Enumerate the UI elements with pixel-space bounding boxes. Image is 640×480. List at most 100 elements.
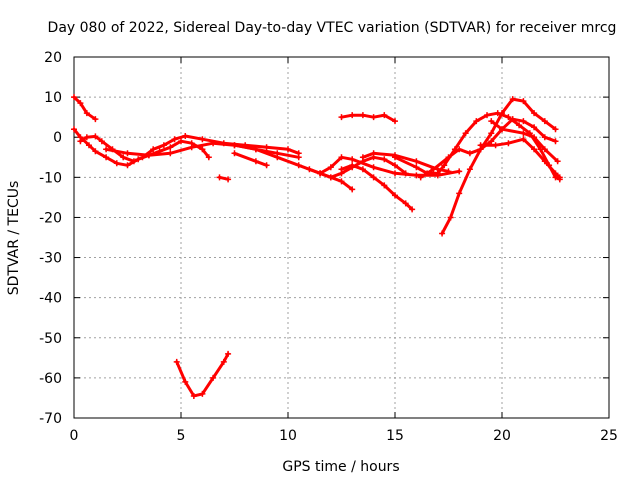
- data-point-marker: [103, 154, 110, 161]
- data-point-marker: [531, 124, 538, 131]
- data-point-marker: [150, 146, 157, 153]
- data-point-marker: [83, 134, 90, 141]
- data-point-marker: [381, 182, 388, 189]
- data-point-marker: [199, 390, 206, 397]
- data-point-marker: [413, 172, 420, 179]
- x-tick-label: 0: [70, 428, 79, 444]
- data-point-marker: [263, 162, 270, 169]
- data-point-marker: [473, 118, 480, 125]
- data-point-marker: [488, 138, 495, 145]
- data-point-marker: [531, 110, 538, 117]
- data-point-marker: [484, 112, 491, 119]
- grid-lines: [74, 57, 609, 418]
- chart-title: Day 080 of 2022, Sidereal Day-to-day VTE…: [48, 20, 617, 36]
- data-point-marker: [381, 156, 388, 163]
- data-point-marker: [205, 154, 212, 161]
- data-point-marker: [145, 152, 152, 159]
- x-tick-label: 15: [386, 428, 404, 444]
- x-tick-label: 10: [279, 428, 297, 444]
- data-point-marker: [520, 98, 527, 105]
- data-point-marker: [516, 122, 523, 129]
- data-point-marker: [466, 166, 473, 173]
- data-point-marker: [552, 138, 559, 145]
- data-point-marker: [505, 140, 512, 147]
- data-point-marker: [124, 162, 131, 169]
- data-point-marker: [71, 94, 77, 101]
- y-tick-label: 0: [53, 130, 62, 146]
- data-point-marker: [92, 133, 99, 140]
- data-point-marker: [456, 146, 463, 153]
- data-point-marker: [499, 126, 505, 133]
- data-point-marker: [306, 166, 313, 173]
- series-trace-4: [104, 141, 301, 159]
- y-tick-label: -70: [39, 411, 62, 427]
- data-point-marker: [392, 118, 398, 125]
- data-point-marker: [466, 150, 473, 157]
- data-point-marker: [98, 138, 105, 145]
- y-tick-label: 20: [44, 50, 62, 66]
- data-point-marker: [83, 110, 90, 117]
- data-point-marker: [456, 168, 463, 175]
- data-point-marker: [531, 146, 538, 153]
- data-point-marker: [182, 133, 189, 140]
- data-point-marker: [178, 138, 184, 145]
- data-point-marker: [370, 164, 377, 171]
- data-point-marker: [252, 146, 259, 153]
- series-trace-13: [393, 111, 562, 181]
- data-point-marker: [295, 162, 302, 169]
- data-point-marker: [370, 174, 377, 181]
- data-point-marker: [327, 164, 334, 171]
- data-point-marker: [439, 230, 446, 237]
- data-point-marker: [413, 164, 420, 171]
- data-point-marker: [392, 170, 398, 177]
- data-point-marker: [167, 144, 174, 151]
- data-point-marker: [92, 116, 99, 123]
- data-point-marker: [225, 176, 232, 183]
- series-trace-1: [72, 95, 97, 121]
- data-point-marker: [488, 118, 495, 125]
- data-point-marker: [160, 142, 167, 149]
- data-point-marker: [477, 142, 484, 149]
- data-point-marker: [338, 178, 345, 185]
- series-trace-17: [489, 119, 560, 163]
- data-point-marker: [556, 174, 563, 181]
- data-point-marker: [231, 142, 238, 149]
- data-point-marker: [173, 358, 180, 365]
- data-point-marker: [417, 174, 424, 181]
- data-point-marker: [252, 158, 259, 165]
- data-point-marker: [541, 158, 548, 165]
- y-tick-label: -40: [39, 291, 62, 307]
- data-point-marker: [359, 154, 366, 161]
- x-tick-label: 20: [493, 428, 511, 444]
- data-point-marker: [190, 392, 197, 399]
- data-point-marker: [188, 144, 195, 151]
- data-point-marker: [274, 154, 281, 161]
- data-point-marker: [216, 174, 223, 181]
- series-trace-15: [440, 97, 557, 235]
- data-point-marker: [167, 150, 174, 157]
- data-point-marker: [505, 114, 512, 121]
- data-point-marker: [359, 112, 366, 119]
- data-point-marker: [392, 154, 398, 161]
- data-point-marker: [499, 110, 505, 117]
- data-point-marker: [103, 146, 110, 153]
- data-point-marker: [327, 174, 334, 181]
- data-point-marker: [520, 136, 527, 143]
- data-point-marker: [445, 168, 452, 175]
- series-trace-18: [175, 352, 230, 398]
- series-trace-9: [318, 171, 354, 191]
- plot-frame: [73, 56, 610, 419]
- data-point-marker: [541, 134, 548, 141]
- data-point-marker: [541, 118, 548, 125]
- y-axis-label: SDTVAR / TECUs: [6, 181, 22, 296]
- x-tick-label: 5: [177, 428, 186, 444]
- data-point-marker: [113, 160, 120, 167]
- data-point-marker: [413, 158, 420, 165]
- data-point-marker: [488, 130, 495, 137]
- data-point-marker: [77, 100, 84, 107]
- y-tick-label: -10: [39, 170, 62, 186]
- data-point-marker: [171, 136, 178, 143]
- data-point-marker: [182, 378, 189, 385]
- data-point-marker: [317, 170, 324, 177]
